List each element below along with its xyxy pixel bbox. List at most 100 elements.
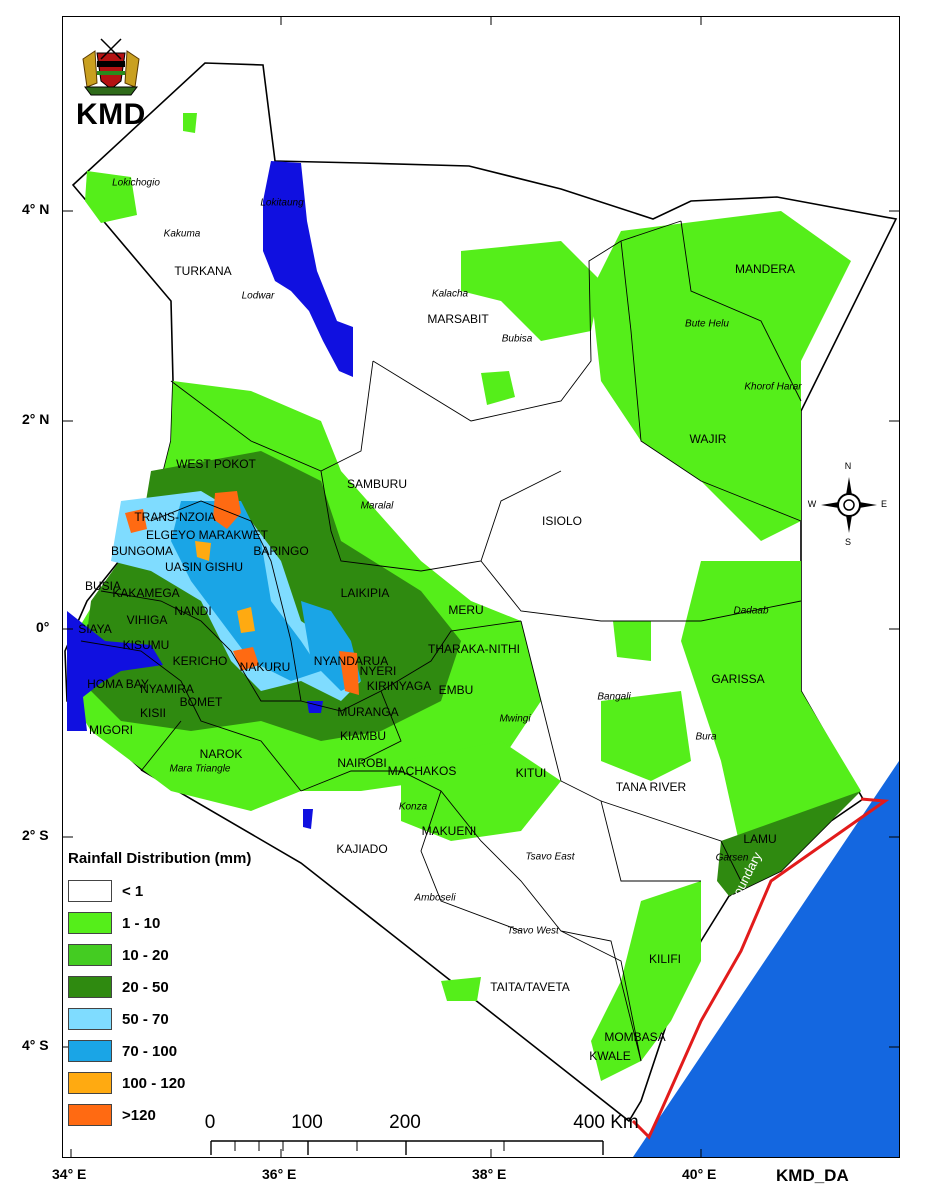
county-label: KWALE [589, 1049, 631, 1063]
town-label: Konza [398, 801, 428, 813]
county-label: NYAMIRA [140, 682, 194, 696]
latitude-label: 0° [36, 619, 50, 635]
legend-label: 50 - 70 [122, 1011, 169, 1028]
longitude-label: 40° E [682, 1166, 717, 1182]
compass-west-label: W [807, 499, 817, 509]
rainfall-zones [67, 113, 861, 1081]
county-boundaries [80, 220, 802, 1062]
scale-label: 200 [389, 1112, 421, 1133]
county-label: KERICHO [172, 654, 228, 668]
legend-swatch [68, 944, 112, 966]
scale-label: 0 [204, 1112, 216, 1133]
scale-label: 100 [291, 1112, 323, 1133]
town-label: Bura [695, 731, 717, 743]
county-label: EMBU [438, 683, 474, 697]
county-label: TAITA/TAVETA [490, 980, 570, 994]
compass-east-label: E [880, 499, 888, 509]
town-label: Garsen [715, 852, 749, 864]
county-label: KAKAMEGA [112, 586, 180, 600]
county-label: KILIFI [648, 952, 682, 966]
county-label: KISUMU [122, 638, 170, 652]
legend-swatch [68, 1104, 112, 1126]
town-label: Lokitaung [260, 197, 304, 209]
compass-south-label: S [844, 537, 852, 547]
graticule-ticks [63, 17, 899, 1157]
legend-title: Rainfall Distribution (mm) [68, 850, 252, 867]
latitude-label: 4° N [22, 201, 50, 217]
county-label: LAMU [743, 832, 777, 846]
county-label: BUNGOMA [110, 544, 174, 558]
town-label: Lokichogio [112, 177, 160, 189]
county-label: ELGEYO MARAKWET [145, 528, 269, 542]
longitude-label: 36° E [262, 1166, 297, 1182]
town-label: Khorof Harar [744, 381, 802, 393]
footer-code: KMD_DA [776, 1166, 849, 1185]
county-label: GARISSA [711, 672, 765, 686]
county-label: MACHAKOS [387, 764, 457, 778]
latitude-label: 2° S [22, 827, 49, 843]
town-label: Lodwar [241, 290, 275, 302]
county-label: ISIOLO [541, 514, 583, 528]
county-label: KITUI [515, 766, 547, 780]
town-label: Tsavo West [507, 925, 559, 937]
longitude-label: 34° E [52, 1166, 87, 1182]
town-label: Kalacha [431, 288, 469, 300]
town-label: Bubisa [501, 333, 533, 345]
county-label: MARSABIT [427, 312, 489, 326]
lake-magadi [303, 809, 313, 829]
legend-swatch [68, 912, 112, 934]
county-label: KAJIADO [336, 842, 388, 856]
county-label: BARINGO [253, 544, 309, 558]
county-label: NYERI [359, 664, 397, 678]
legend-label: 100 - 120 [122, 1075, 186, 1092]
county-label: HOMA BAY [87, 677, 149, 691]
town-label: Kakuma [163, 228, 201, 240]
legend-swatch [68, 1040, 112, 1062]
county-label: BOMET [179, 695, 223, 709]
lake-turkana [263, 161, 353, 377]
county-label: NANDI [174, 604, 212, 618]
legend-swatch [68, 1072, 112, 1094]
county-label: MAKUENI [421, 824, 477, 838]
town-label: Tsavo East [525, 851, 575, 863]
county-label: VIHIGA [126, 613, 168, 627]
town-label: Bangali [597, 691, 631, 703]
county-label: MIGORI [89, 723, 133, 737]
county-label: MERU [448, 603, 484, 617]
legend-label: < 1 [122, 883, 144, 900]
legend-label: >120 [122, 1107, 156, 1124]
county-label: TURKANA [174, 264, 232, 278]
county-label: MANDERA [734, 262, 796, 276]
county-label: WEST POKOT [176, 457, 256, 471]
county-label: MOMBASA [604, 1030, 666, 1044]
town-label: Mwingi [499, 713, 531, 725]
county-label: LAIKIPIA [340, 586, 390, 600]
legend-label: 70 - 100 [122, 1043, 178, 1060]
territorial-boundary-line [631, 797, 890, 1140]
county-label: SAMBURU [346, 477, 408, 491]
county-label: WAJIR [689, 432, 727, 446]
town-label: Amboseli [414, 892, 456, 904]
county-label: KIAMBU [339, 729, 387, 743]
county-label: NAIROBI [337, 756, 387, 770]
county-label: TRANS-NZOIA [134, 510, 216, 524]
county-label: BUSIA [84, 579, 122, 593]
scale-label: 400 Km [573, 1112, 639, 1133]
town-label: Mara Triangle [169, 763, 231, 775]
latitude-label: 2° N [22, 411, 50, 427]
legend-label: 20 - 50 [122, 979, 169, 996]
compass-rose [821, 477, 877, 533]
indian-ocean [633, 761, 899, 1157]
lake-naivasha [307, 701, 323, 713]
latitude-label: 4° S [22, 1037, 49, 1053]
legend-swatch [68, 1008, 112, 1030]
lake-victoria [67, 611, 163, 731]
legend-swatch [68, 880, 112, 902]
county-label: NAROK [199, 747, 243, 761]
scale-bar [210, 1140, 604, 1155]
map-frame: TURKANA MARSABIT MANDERA WAJIR WEST POKO… [62, 16, 900, 1158]
longitude-label: 38° E [472, 1166, 507, 1182]
county-label: KIRINYAGA [366, 679, 432, 693]
town-label: Bute Helu [685, 318, 729, 330]
town-label: Maralal [360, 500, 394, 512]
